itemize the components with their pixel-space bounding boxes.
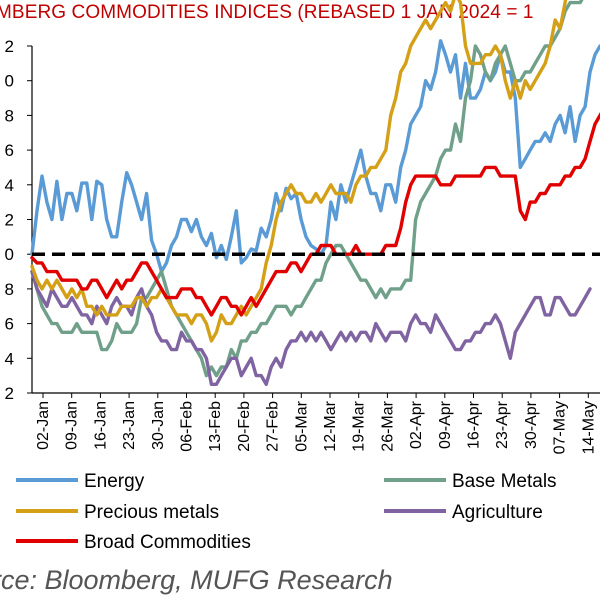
y-tick-label: 8 — [5, 106, 14, 125]
y-tick-label: 8 — [5, 280, 14, 299]
x-tick-label: 12-Mar — [322, 400, 339, 451]
series-line-precious-metals — [30, 0, 568, 343]
x-tick-label: 16-Apr — [466, 400, 483, 449]
x-tick-label: 20-Feb — [236, 401, 253, 452]
y-tick-label: 6 — [5, 141, 14, 160]
x-tick-label: 07-May — [552, 401, 569, 454]
x-tick-label: 14-May — [580, 401, 597, 454]
legend-label-base-metals: Base Metals — [452, 471, 557, 492]
x-tick-label: 13-Feb — [207, 401, 224, 452]
chart-title: MBERG COMMODITIES INDICES (REBASED 1 JAN… — [0, 2, 534, 23]
y-tick-label: 2 — [5, 37, 14, 56]
x-tick-label: 26-Mar — [379, 400, 396, 451]
y-tick-label: 6 — [5, 315, 14, 334]
legend-label-agriculture: Agriculture — [452, 502, 543, 523]
x-tick-label: 09-Jan — [64, 401, 81, 450]
x-tick-label: 30-Jan — [150, 401, 167, 450]
y-tick-label: 0 — [5, 245, 14, 264]
y-tick-label: 4 — [5, 349, 14, 368]
x-tick-label: 19-Mar — [351, 400, 368, 451]
legend-label-broad-commodities: Broad Commodities — [84, 532, 251, 553]
axes: 2 4 6 8 0 2 4 6 8 0 2 02-Jan 09-Jan 16-Jan 23-Jan 30-Ja… — [5, 37, 600, 454]
x-tick-label: 23-Apr — [494, 400, 511, 449]
x-tick-label: 05-Mar — [293, 400, 310, 451]
x-tick-label: 09-Apr — [437, 400, 454, 449]
x-tick-label: 06-Feb — [179, 401, 196, 452]
y-tick-label: 0 — [5, 72, 14, 91]
y-tick-label: 2 — [5, 384, 14, 403]
legend: Energy Base Metals Precious metals Agricult… — [16, 471, 557, 553]
x-tick-label: 02-Apr — [408, 400, 425, 449]
legend-label-energy: Energy — [84, 471, 145, 492]
series-line-broad-commodities — [30, 111, 600, 317]
y-tick-label: 4 — [5, 176, 14, 195]
x-tick-label: 30-Apr — [523, 400, 540, 449]
source-note: rce: Bloomberg, MUFG Research — [0, 565, 393, 595]
series-lines — [30, 0, 600, 386]
y-tick-label: 2 — [5, 211, 14, 230]
x-tick-label: 27-Feb — [265, 401, 282, 452]
x-tick-label: 16-Jan — [92, 401, 109, 450]
series-line-base-metals — [30, 0, 584, 378]
legend-label-precious-metals: Precious metals — [84, 502, 219, 523]
x-tick-label: 02-Jan — [35, 401, 52, 450]
x-tick-label: 23-Jan — [121, 401, 138, 450]
